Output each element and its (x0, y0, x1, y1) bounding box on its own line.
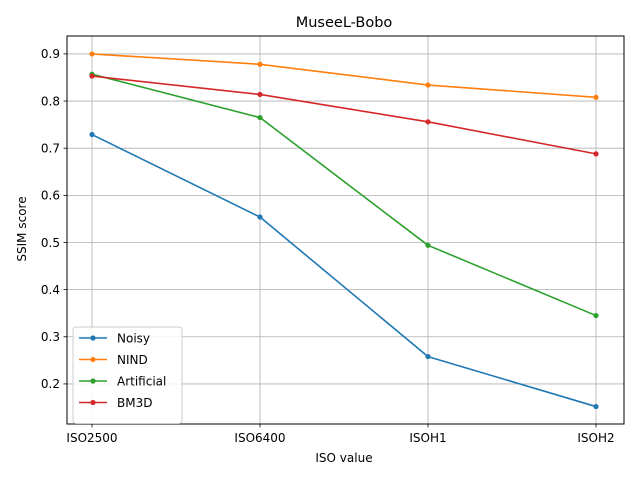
y-axis-label: SSIM score (15, 196, 29, 261)
data-point (257, 91, 263, 98)
data-point (593, 312, 599, 319)
y-tick-label: 0.9 (41, 47, 60, 61)
legend-label: BM3D (117, 396, 152, 410)
legend-swatch-marker (90, 356, 96, 363)
legend-box (72, 326, 183, 424)
data-point (593, 403, 599, 410)
series-line (91, 133, 597, 408)
legend-item: Artificial (79, 374, 166, 388)
y-tick-label: 0.8 (41, 94, 60, 108)
y-tick-label: 0.6 (41, 189, 60, 203)
series-line (91, 75, 597, 155)
legend: Noisy NIND Artificial BM3D (72, 326, 183, 424)
legend-item: NIND (79, 353, 148, 367)
series-line (91, 73, 597, 317)
data-point (257, 214, 263, 220)
data-point (89, 73, 95, 79)
legend-item: BM3D (79, 396, 152, 410)
legend-swatch-marker (90, 399, 96, 406)
data-point (257, 114, 263, 121)
data-point (593, 151, 599, 157)
y-tick-label: 0.4 (41, 283, 60, 297)
x-tick-label: ISO6400 (234, 431, 285, 445)
x-tick-label: ISO2500 (66, 431, 117, 445)
y-tick-label: 0.3 (41, 330, 60, 344)
data-point (425, 82, 431, 88)
y-axis-ticks: 0.2 0.3 0.4 0.5 0.6 0.7 0.8 0.9 (41, 47, 67, 391)
series-lines (89, 51, 599, 410)
series-noisy-group (89, 131, 599, 410)
data-point (89, 51, 95, 57)
data-point (257, 61, 263, 67)
y-tick-label: 0.7 (41, 142, 60, 156)
legend-swatch-marker (90, 378, 96, 384)
x-axis-label: ISO value (315, 451, 372, 465)
legend-label: Noisy (117, 331, 150, 345)
legend-label: Artificial (117, 374, 166, 388)
x-tick-label: ISOH1 (409, 431, 446, 445)
y-tick-label: 0.2 (41, 377, 60, 391)
chart-title: MuseeL-Bobo (296, 15, 393, 31)
series-line (91, 53, 597, 99)
legend-item: Noisy (79, 331, 150, 345)
series-bm3d-group (89, 73, 599, 157)
legend-swatch-marker (90, 335, 96, 341)
data-point (593, 94, 599, 100)
data-point (425, 353, 431, 360)
data-point (89, 131, 95, 138)
plot-frame (66, 35, 625, 425)
x-axis-ticks: ISO2500 ISO6400 ISOH1 ISOH2 (66, 424, 615, 445)
grid-lines (67, 36, 624, 424)
x-tick-label: ISOH2 (577, 431, 614, 445)
legend-label: NIND (117, 353, 148, 367)
series-nind-group (89, 51, 599, 100)
data-point (425, 119, 431, 125)
data-point (425, 242, 431, 248)
y-tick-label: 0.5 (41, 236, 60, 250)
